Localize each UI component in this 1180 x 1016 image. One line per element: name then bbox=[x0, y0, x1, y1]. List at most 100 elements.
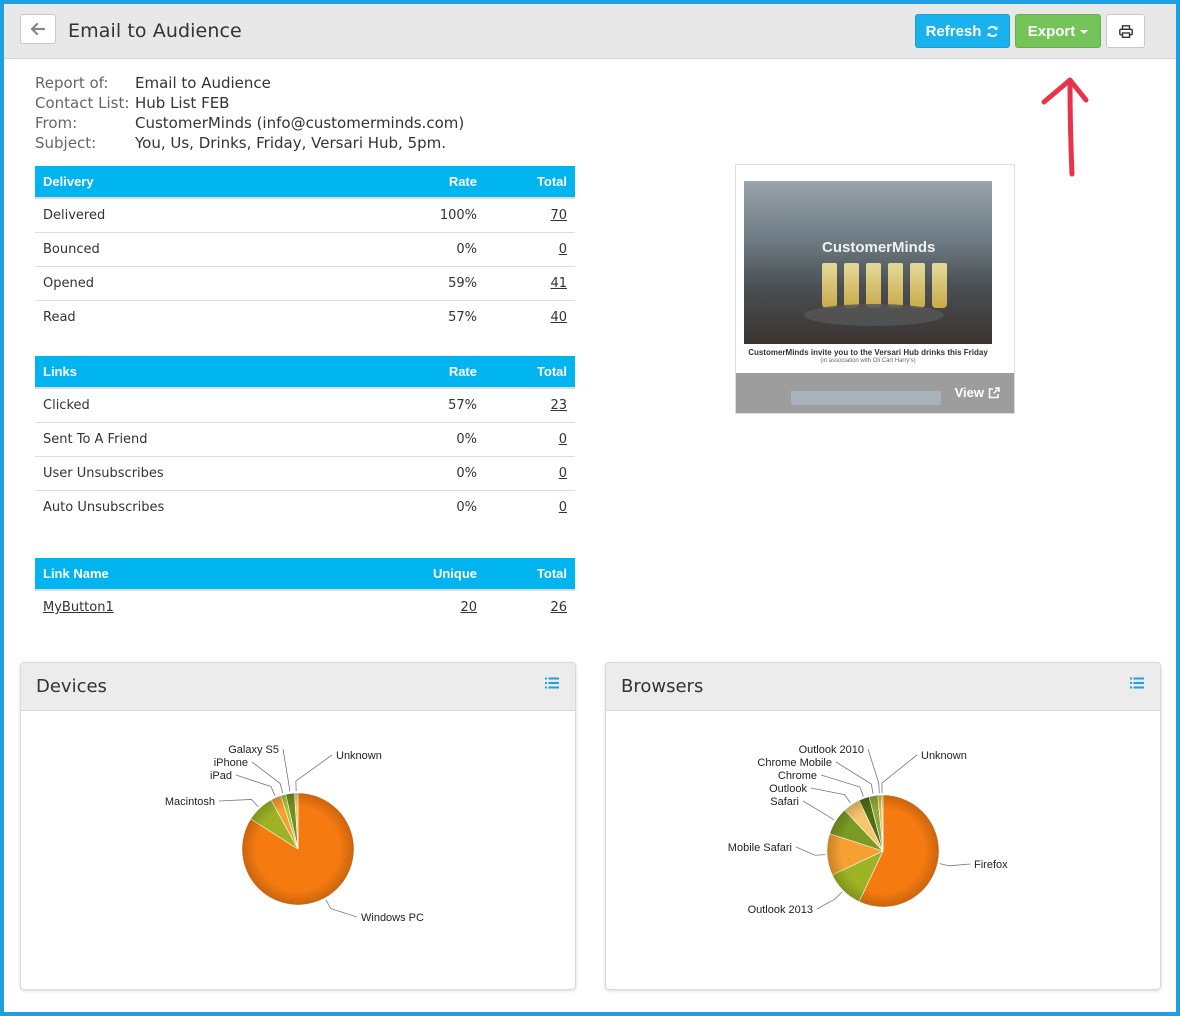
row-rate: 0% bbox=[456, 499, 477, 515]
panel-header: Browsers bbox=[606, 663, 1160, 711]
export-button[interactable]: Export bbox=[1015, 14, 1101, 48]
meta-from: From: CustomerMinds (info@customerminds.… bbox=[35, 114, 465, 132]
pie-label: Outlook bbox=[769, 783, 807, 795]
glass-shape bbox=[932, 263, 947, 308]
back-button[interactable] bbox=[20, 14, 56, 44]
email-brand-text: CustomerMinds bbox=[822, 239, 936, 256]
browsers-panel: Browsers Firefox Outlook 2013 Mobile Safar… bbox=[605, 662, 1161, 990]
pie-shading bbox=[827, 795, 939, 907]
pie-connector bbox=[235, 774, 276, 796]
view-label: View bbox=[954, 385, 984, 400]
panel-title: Browsers bbox=[621, 676, 704, 697]
pie-label: Windows PC bbox=[361, 912, 424, 924]
row-total-link[interactable]: 0 bbox=[558, 241, 567, 257]
row-name: Auto Unsubscribes bbox=[43, 499, 165, 515]
external-link-icon bbox=[988, 386, 1000, 398]
column-header: Total bbox=[485, 166, 575, 198]
row-total-link[interactable]: 41 bbox=[550, 275, 567, 291]
links-table: Links Rate Total Clicked 57% 23 Sent To … bbox=[35, 356, 575, 524]
pie-label: Unknown bbox=[921, 750, 967, 762]
page-title: Email to Audience bbox=[68, 20, 242, 42]
pie-connector bbox=[881, 754, 918, 794]
pie-connector bbox=[939, 863, 971, 867]
total-count-link[interactable]: 26 bbox=[550, 600, 567, 615]
row-total-link[interactable]: 70 bbox=[550, 207, 567, 223]
refresh-label: Refresh bbox=[925, 22, 982, 40]
column-header: Rate bbox=[375, 166, 485, 198]
email-button-faint bbox=[791, 391, 941, 405]
glass-shape bbox=[844, 263, 859, 308]
row-name: Delivered bbox=[35, 197, 375, 233]
pie-shading bbox=[242, 793, 354, 905]
pie-connector bbox=[802, 800, 835, 821]
table-header-row: Links Rate Total bbox=[35, 356, 575, 388]
pie-connector bbox=[325, 899, 358, 918]
pie-label: Firefox bbox=[974, 859, 1008, 871]
column-header: Total bbox=[485, 558, 575, 590]
list-menu-icon[interactable] bbox=[1130, 677, 1144, 689]
row-name: Opened bbox=[35, 266, 375, 301]
email-caption: CustomerMinds invite you to the Versari … bbox=[748, 348, 988, 357]
row-total-link[interactable]: 23 bbox=[550, 397, 567, 413]
meta-contact-list: Contact List: Hub List FEB bbox=[35, 94, 230, 112]
column-header: Rate bbox=[375, 356, 485, 388]
pie-connector bbox=[251, 761, 284, 794]
export-label: Export bbox=[1027, 22, 1076, 40]
link-name-link[interactable]: MyButton1 bbox=[43, 600, 114, 615]
row-rate: 57% bbox=[448, 309, 477, 325]
glass-shape bbox=[910, 263, 925, 308]
row-total-link[interactable]: 0 bbox=[558, 431, 567, 447]
link-name-table: Link Name Unique Total MyButton1 20 26 bbox=[35, 558, 575, 624]
table-row: Opened 59% 41 bbox=[35, 266, 575, 301]
pie-connector bbox=[835, 761, 874, 794]
row-rate: 59% bbox=[375, 266, 485, 301]
report-meta: Report of: Email to Audience Contact Lis… bbox=[35, 74, 464, 154]
glass-shape bbox=[888, 263, 903, 308]
pie-connector bbox=[820, 774, 864, 797]
annotation-arrow-icon bbox=[1041, 77, 1089, 177]
panel-title: Devices bbox=[36, 676, 107, 697]
row-rate: 0% bbox=[375, 232, 485, 267]
email-preview[interactable]: CustomerMinds CustomerMinds invite you t… bbox=[735, 164, 1015, 414]
pie-connector bbox=[816, 891, 843, 910]
print-icon bbox=[1118, 24, 1133, 38]
delivery-table: Delivery Rate Total Delivered 100% 70 Bo… bbox=[35, 166, 575, 334]
panel-header: Devices bbox=[21, 663, 575, 711]
pie-connector bbox=[282, 748, 291, 792]
pie-label: Galaxy S5 bbox=[228, 744, 279, 756]
pie-connector bbox=[218, 799, 259, 807]
caret-down-icon bbox=[1080, 30, 1089, 34]
pie-label: Outlook 2013 bbox=[748, 904, 813, 916]
glass-shape bbox=[822, 263, 837, 308]
devices-panel: Devices Windows PC Macintosh iPad iPhone Gal… bbox=[20, 662, 576, 990]
top-bar: Email to Audience Refresh Export bbox=[4, 4, 1176, 59]
table-row: MyButton1 20 26 bbox=[35, 589, 575, 624]
list-menu-icon[interactable] bbox=[545, 677, 559, 689]
tray-shape bbox=[804, 304, 944, 326]
table-row: Read 57% 40 bbox=[35, 300, 575, 334]
pie-connector bbox=[867, 748, 880, 794]
column-header: Total bbox=[485, 356, 575, 388]
refresh-button[interactable]: Refresh bbox=[915, 14, 1010, 48]
preview-overlay: View bbox=[736, 373, 1014, 413]
unique-count-link[interactable]: 20 bbox=[460, 600, 477, 615]
row-total-link[interactable]: 0 bbox=[558, 499, 567, 515]
row-name: User Unsubscribes bbox=[35, 456, 375, 491]
row-total-link[interactable]: 40 bbox=[550, 309, 567, 325]
row-rate: 57% bbox=[375, 387, 485, 423]
table-row: Auto Unsubscribes 0% 0 bbox=[35, 490, 575, 524]
view-button[interactable]: View bbox=[955, 385, 1000, 400]
email-preview-image: CustomerMinds bbox=[744, 181, 992, 344]
table-row: Clicked 57% 23 bbox=[35, 387, 575, 423]
pie-label: iPhone bbox=[214, 757, 248, 769]
row-total-link[interactable]: 0 bbox=[558, 465, 567, 481]
pie-label: Chrome Mobile bbox=[757, 757, 832, 769]
row-name: Bounced bbox=[35, 232, 375, 267]
row-rate: 0% bbox=[375, 456, 485, 491]
pie-connector bbox=[795, 846, 826, 856]
print-button[interactable] bbox=[1106, 14, 1145, 48]
pie-label: iPad bbox=[210, 770, 232, 782]
table-header-row: Delivery Rate Total bbox=[35, 166, 575, 198]
row-name: Sent To A Friend bbox=[35, 422, 375, 457]
meta-report-of: Report of: Email to Audience bbox=[35, 74, 271, 92]
